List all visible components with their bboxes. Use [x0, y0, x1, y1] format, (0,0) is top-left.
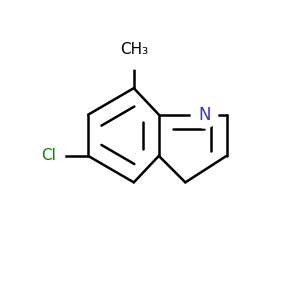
- Circle shape: [191, 101, 218, 128]
- Text: Cl: Cl: [41, 148, 56, 164]
- Text: CH₃: CH₃: [120, 42, 148, 57]
- Circle shape: [115, 31, 153, 69]
- Text: N: N: [198, 106, 211, 124]
- Circle shape: [32, 140, 64, 172]
